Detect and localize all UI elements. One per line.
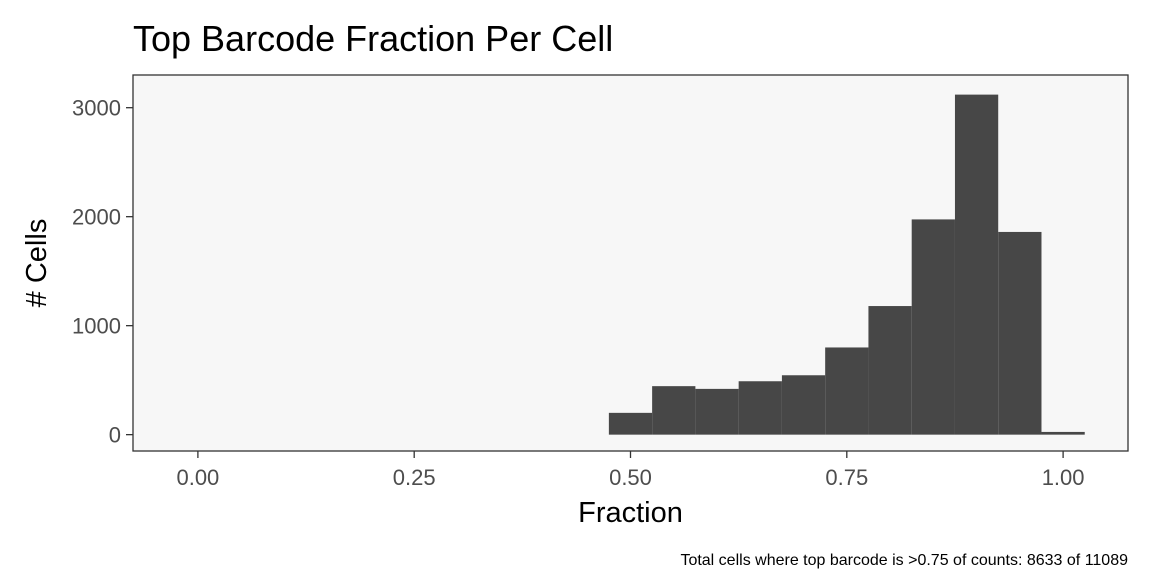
chart-title: Top Barcode Fraction Per Cell	[133, 18, 613, 59]
histogram-bar-10	[1041, 431, 1085, 435]
x-tick-label-0: 0.00	[176, 465, 219, 490]
x-axis-title: Fraction	[578, 497, 683, 529]
histogram-bar-2	[695, 388, 739, 435]
x-tick-label-4: 1.00	[1042, 465, 1085, 490]
y-axis-title: # Cells	[21, 219, 53, 308]
x-tick-label-2: 0.50	[609, 465, 652, 490]
histogram-bar-6	[868, 306, 912, 435]
histogram-bar-3	[738, 381, 782, 435]
y-tick-label-1: 1000	[72, 314, 121, 339]
chart-caption: Total cells where top barcode is >0.75 o…	[680, 552, 1128, 569]
y-tick-label-3: 3000	[72, 96, 121, 121]
histogram-bar-0	[608, 412, 653, 435]
histogram-bar-1	[652, 386, 696, 435]
y-tick-label-0: 0	[109, 423, 121, 448]
x-tick-label-3: 0.75	[825, 465, 868, 490]
histogram-bar-8	[954, 94, 999, 435]
bars-layer	[608, 94, 1085, 435]
histogram-bar-7	[911, 219, 955, 435]
x-tick-label-1: 0.25	[393, 465, 436, 490]
y-axis: 0 1000 2000 3000	[72, 96, 133, 448]
histogram-bar-5	[825, 347, 869, 435]
histogram-bar-9	[998, 231, 1042, 435]
y-tick-label-2: 2000	[72, 205, 121, 230]
histogram-bar-4	[781, 375, 826, 435]
x-axis: 0.00 0.25 0.50 0.75 1.00	[176, 451, 1085, 490]
